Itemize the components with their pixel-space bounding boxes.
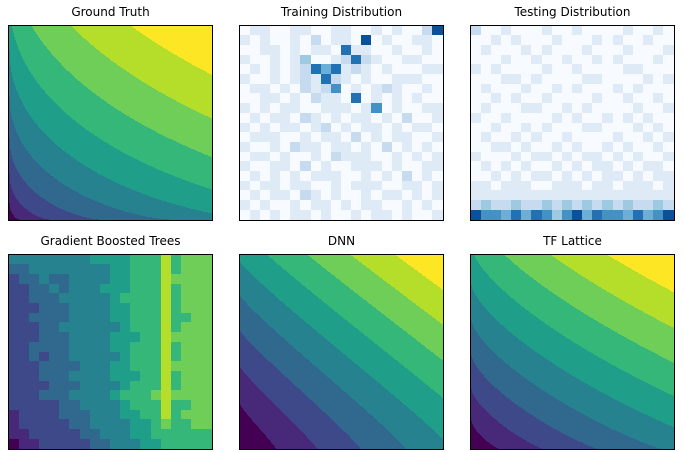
panel-title: Training Distribution <box>280 5 403 19</box>
panel-title: Testing Distribution <box>514 5 631 19</box>
testing-distribution-plot <box>470 25 675 221</box>
panel-tf-lattice: TF Lattice <box>470 234 675 450</box>
panel-title: DNN <box>327 234 356 248</box>
panel-dnn: DNN <box>239 234 444 450</box>
gradient-boosted-trees-plot <box>8 254 213 450</box>
panel-ground-truth: Ground Truth <box>8 5 213 221</box>
tf-lattice-plot <box>470 254 675 450</box>
panel-title: Ground Truth <box>71 5 150 19</box>
panel-gradient-boosted-trees: Gradient Boosted Trees <box>8 234 213 450</box>
panel-training-distribution: Training Distribution <box>239 5 444 221</box>
panel-testing-distribution: Testing Distribution <box>470 5 675 221</box>
panel-title: TF Lattice <box>543 234 602 248</box>
ground-truth-plot <box>8 25 213 221</box>
panel-title: Gradient Boosted Trees <box>40 234 181 248</box>
dnn-plot <box>239 254 444 450</box>
training-distribution-plot <box>239 25 444 221</box>
